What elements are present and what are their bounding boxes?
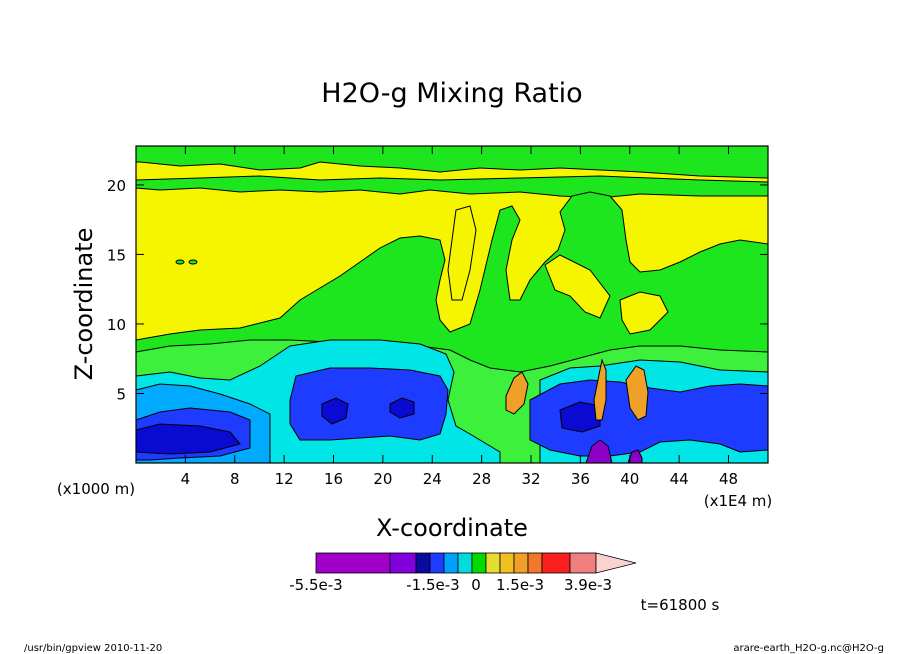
colorbar-swatch <box>513 552 529 574</box>
contour-darkblue-core-b <box>389 397 415 419</box>
colorbar-swatch <box>499 552 515 574</box>
colorbar-label: 1.5e-3 <box>496 576 544 594</box>
contour-orange-plume-b <box>625 365 649 421</box>
contour-yellow-patch-b <box>619 291 669 335</box>
footer-right: arare-earth_H2O-g.nc@H2O-g <box>733 643 884 654</box>
x-tick-label: 48 <box>719 470 738 488</box>
contour-small-island <box>175 259 185 265</box>
colorbar-overflow-arrow <box>595 552 637 574</box>
contour-orange-plume-a <box>505 371 529 415</box>
x-tick-label: 40 <box>620 470 639 488</box>
contour-small-island-b <box>188 259 198 265</box>
x-axis-label: X-coordinate <box>376 514 528 542</box>
contour-blue-right <box>529 379 769 457</box>
contour-orange-plume-c <box>593 358 607 421</box>
contour-darkblue-left <box>135 423 241 455</box>
x-tick-label: 32 <box>521 470 540 488</box>
contour-green-top-band <box>135 145 769 179</box>
colorbar-swatch <box>527 552 543 574</box>
x-tick-label: 4 <box>181 470 191 488</box>
x-tick-label: 44 <box>670 470 689 488</box>
y-tick-label: 5 <box>116 385 126 403</box>
colorbar-swatch <box>457 552 473 574</box>
colorbar-label: 3.9e-3 <box>564 576 612 594</box>
colorbar-labels: -5.5e-3 -1.5e-3 0 1.5e-3 3.9e-3 <box>289 576 612 594</box>
contour-yellow-patch-a <box>544 254 611 319</box>
x-tick-label: 8 <box>230 470 240 488</box>
footer-left: /usr/bin/gpview 2010-11-20 <box>24 643 162 654</box>
x-unit-left-label: (x1000 m) <box>57 480 135 498</box>
colorbar-swatch <box>389 552 417 574</box>
colorbar-swatch <box>471 552 487 574</box>
chart-title: H2O-g Mixing Ratio <box>321 78 582 109</box>
colorbar-swatch <box>569 552 597 574</box>
y-tick-label: 10 <box>107 316 126 334</box>
y-tick-label: 20 <box>107 177 126 195</box>
colorbar-swatch <box>415 552 431 574</box>
colorbar-swatch <box>541 552 571 574</box>
x-tick-label: 12 <box>275 470 294 488</box>
colorbar-swatch <box>429 552 445 574</box>
plot-area <box>135 145 769 464</box>
x-unit-right-label: (x1E4 m) <box>704 492 773 510</box>
x-tick-label: 28 <box>472 470 491 488</box>
colorbar-label: -5.5e-3 <box>289 576 342 594</box>
colorbar-swatch <box>443 552 459 574</box>
x-tick-label: 24 <box>423 470 442 488</box>
x-tick-label: 20 <box>373 470 392 488</box>
colorbar <box>315 552 637 574</box>
contour-darkblue-core-a <box>321 397 349 425</box>
x-tick-label: 16 <box>324 470 343 488</box>
y-axis-label: Z-coordinate <box>70 228 98 381</box>
contour-darkblue-right <box>559 401 601 433</box>
contour-yellow-patch-c <box>447 205 477 301</box>
colorbar-swatch <box>315 552 391 574</box>
x-axis: 4 8 12 16 20 24 28 32 36 40 44 48 <box>181 146 738 488</box>
colorbar-swatch <box>485 552 501 574</box>
time-label: t=61800 s <box>641 596 720 614</box>
y-tick-label: 15 <box>107 246 126 264</box>
colorbar-label: 0 <box>471 576 481 594</box>
y-axis: 5 10 15 20 <box>107 177 768 403</box>
colorbar-label: -1.5e-3 <box>406 576 459 594</box>
x-tick-label: 36 <box>571 470 590 488</box>
plot-frame <box>135 145 769 464</box>
contour-blue-central <box>289 367 449 441</box>
